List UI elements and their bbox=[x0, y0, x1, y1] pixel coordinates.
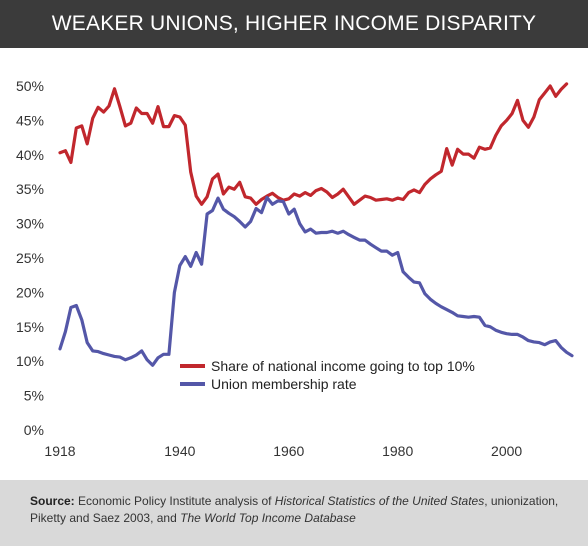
y-tick-label: 45% bbox=[16, 112, 44, 128]
y-tick-label: 40% bbox=[16, 147, 44, 163]
source-title-2: The World Top Income Database bbox=[180, 511, 356, 525]
x-tick-label: 2000 bbox=[491, 443, 522, 459]
legend: Share of national income going to top 10… bbox=[180, 358, 475, 392]
source-text-1: Economic Policy Institute analysis of bbox=[78, 494, 272, 508]
union-rate-line bbox=[58, 195, 574, 367]
y-tick-label: 15% bbox=[16, 319, 44, 335]
source-note: Source: Economic Policy Institute analys… bbox=[0, 480, 588, 546]
chart-title: WEAKER UNIONS, HIGHER INCOME DISPARITY bbox=[51, 12, 537, 35]
y-tick-label: 50% bbox=[16, 78, 44, 94]
chart-title-bar: WEAKER UNIONS, HIGHER INCOME DISPARITY bbox=[0, 0, 588, 48]
chart-area: 0% 5% 10% 15% 20% 25% 30% 35% 40% 45% 50% 1918 1940… bbox=[0, 48, 588, 480]
y-axis: 0% 5% 10% 15% 20% 25% 30% 35% 40% 45% 50% bbox=[16, 78, 44, 438]
source-title-1: Historical Statistics of the United Stat… bbox=[274, 494, 485, 508]
x-axis: 1918 1940 1960 1980 2000 bbox=[44, 443, 522, 459]
y-tick-label: 25% bbox=[16, 250, 44, 266]
source-label: Source: bbox=[30, 494, 75, 508]
y-tick-label: 30% bbox=[16, 216, 44, 232]
income-share-line bbox=[58, 82, 569, 206]
x-tick-label: 1918 bbox=[44, 443, 75, 459]
y-tick-label: 5% bbox=[24, 388, 44, 404]
y-tick-label: 10% bbox=[16, 353, 44, 369]
legend-label: Union membership rate bbox=[211, 376, 357, 392]
series-lines bbox=[58, 82, 574, 367]
y-tick-label: 0% bbox=[24, 422, 44, 438]
line-chart: 0% 5% 10% 15% 20% 25% 30% 35% 40% 45% 50% 1918 1940… bbox=[16, 78, 574, 459]
y-tick-label: 20% bbox=[16, 284, 44, 300]
source-text-2: , unionization, Piketty and Saez 2003, a… bbox=[30, 494, 559, 525]
legend-label: Share of national income going to top 10… bbox=[211, 358, 475, 374]
x-tick-label: 1960 bbox=[273, 443, 304, 459]
x-tick-label: 1940 bbox=[164, 443, 195, 459]
x-tick-label: 1980 bbox=[382, 443, 413, 459]
y-tick-label: 35% bbox=[16, 181, 44, 197]
